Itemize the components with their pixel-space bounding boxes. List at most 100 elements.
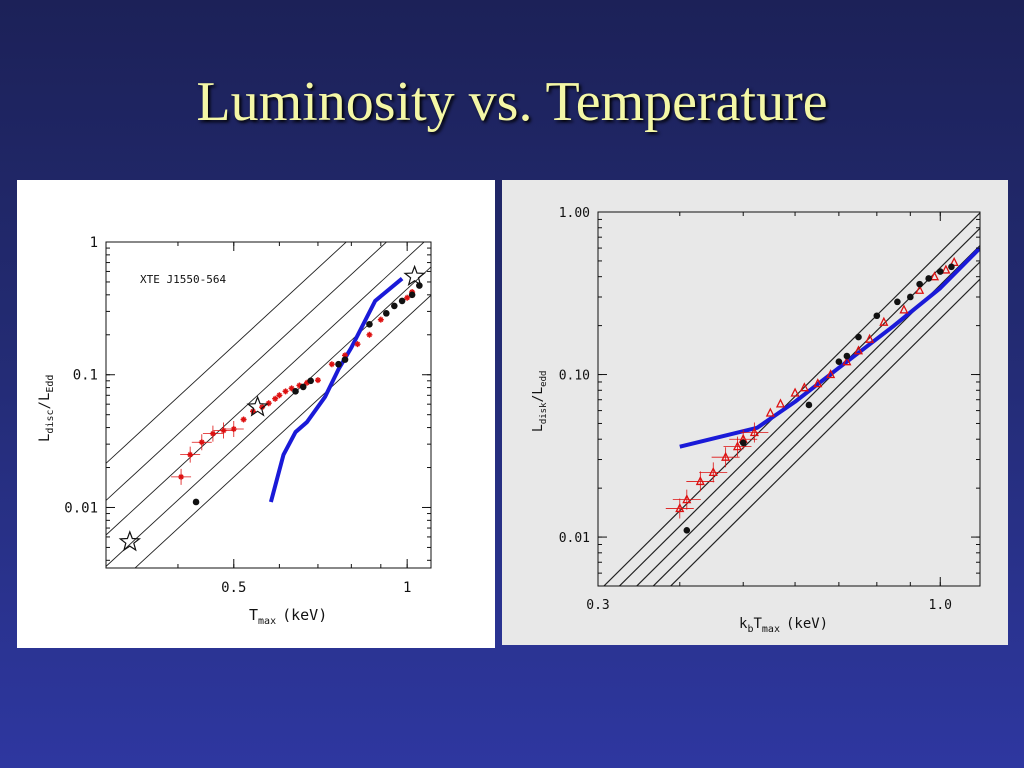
data-point bbox=[907, 293, 914, 301]
data-point bbox=[299, 383, 307, 391]
right-y-axis-label: Ldisk/Ledd bbox=[531, 371, 549, 432]
data-point bbox=[335, 360, 342, 368]
data-point bbox=[936, 268, 944, 275]
data-point bbox=[404, 294, 411, 301]
reference-line bbox=[106, 266, 431, 567]
reference-line bbox=[603, 212, 980, 586]
data-point bbox=[916, 280, 923, 288]
data-point bbox=[342, 352, 349, 359]
error-bar bbox=[672, 489, 701, 510]
data-point bbox=[292, 388, 299, 395]
reference-line bbox=[669, 278, 980, 586]
y-tick-label: 0.01 bbox=[64, 500, 98, 516]
open-star-marker bbox=[403, 264, 426, 287]
left-y-axis-label: Ldisc/LEdd bbox=[37, 375, 56, 442]
left-chart: 0.5 1 0.01 0.1 1 XTE J1550-564 Tmax (keV) Ldi… bbox=[37, 235, 432, 627]
data-point bbox=[307, 377, 314, 385]
data-point bbox=[899, 304, 909, 314]
reference-line bbox=[134, 294, 431, 568]
model-curve bbox=[679, 246, 980, 449]
data-point bbox=[288, 385, 295, 392]
data-point bbox=[843, 352, 851, 360]
data-point bbox=[799, 382, 809, 392]
data-point bbox=[853, 345, 864, 355]
error-bar bbox=[171, 468, 192, 485]
data-point bbox=[341, 356, 349, 363]
error-bar bbox=[223, 421, 244, 438]
left-chart-panel: 0.5 1 0.01 0.1 1 XTE J1550-564 Tmax (keV) Ldi… bbox=[17, 180, 495, 648]
data-point bbox=[416, 282, 423, 289]
data-point bbox=[391, 302, 398, 310]
data-point bbox=[683, 527, 691, 534]
error-bar bbox=[740, 422, 769, 443]
data-point bbox=[354, 341, 361, 348]
left-plot-area: 0.5 1 0.01 0.1 1 bbox=[64, 235, 432, 596]
data-point bbox=[915, 284, 925, 294]
open-star-marker bbox=[246, 395, 269, 417]
error-bar bbox=[686, 471, 715, 492]
y-tick-label: 1 bbox=[90, 235, 98, 251]
data-point bbox=[328, 361, 335, 368]
data-point bbox=[805, 401, 813, 409]
data-point bbox=[775, 398, 786, 408]
error-bar bbox=[213, 422, 234, 439]
data-point bbox=[383, 310, 390, 317]
slide-title: Luminosity vs. Temperature bbox=[196, 71, 828, 133]
data-point bbox=[865, 333, 875, 343]
data-point bbox=[813, 378, 823, 388]
x-tick-label: 0.5 bbox=[221, 580, 246, 596]
data-point bbox=[790, 387, 800, 397]
data-point bbox=[894, 298, 901, 306]
data-point bbox=[272, 395, 279, 402]
error-bar bbox=[699, 462, 728, 483]
error-bar bbox=[711, 447, 740, 468]
y-tick-label: 1.00 bbox=[559, 206, 590, 221]
error-bar bbox=[180, 446, 201, 463]
data-point bbox=[842, 356, 852, 366]
right-plot-frame bbox=[597, 211, 981, 587]
data-point bbox=[739, 439, 747, 447]
x-tick-label: 1.0 bbox=[929, 598, 952, 613]
error-bar bbox=[723, 436, 752, 457]
right-chart: 0.3 1.0 0.01 0.10 1.00 kbTmax (keV) Ldisk/Led… bbox=[531, 206, 981, 635]
data-point bbox=[192, 498, 200, 506]
error-bar bbox=[202, 425, 223, 442]
y-tick-label: 0.01 bbox=[559, 531, 590, 546]
model-curve bbox=[268, 277, 404, 503]
data-point bbox=[265, 400, 272, 407]
y-tick-label: 0.1 bbox=[73, 368, 98, 384]
data-point bbox=[259, 404, 266, 411]
data-point bbox=[377, 316, 384, 323]
right-x-axis-label: kbTmax (keV) bbox=[739, 616, 828, 635]
data-point bbox=[835, 358, 843, 365]
data-point bbox=[855, 333, 862, 341]
right-chart-panel: 0.3 1.0 0.01 0.10 1.00 kbTmax (keV) Ldisk/Led… bbox=[502, 180, 1008, 645]
data-point bbox=[765, 407, 775, 417]
data-point bbox=[240, 416, 247, 423]
data-point bbox=[366, 320, 373, 328]
reference-line bbox=[106, 242, 425, 536]
left-x-axis-label: Tmax (keV) bbox=[249, 606, 327, 627]
x-tick-label: 0.3 bbox=[586, 598, 609, 613]
data-point bbox=[929, 271, 940, 281]
right-plot-area: 0.3 1.0 0.01 0.10 1.00 bbox=[559, 206, 981, 613]
data-point bbox=[276, 392, 283, 399]
y-tick-label: 0.10 bbox=[559, 369, 590, 384]
reference-line bbox=[106, 242, 347, 464]
data-point bbox=[941, 264, 951, 274]
x-tick-label: 1 bbox=[403, 580, 411, 596]
data-point bbox=[296, 382, 303, 389]
error-bar bbox=[191, 434, 212, 451]
data-point bbox=[303, 379, 310, 386]
data-point bbox=[366, 331, 373, 338]
error-bar bbox=[665, 498, 694, 519]
data-point bbox=[282, 388, 289, 395]
reference-line bbox=[106, 242, 388, 501]
left-plot-frame bbox=[105, 241, 432, 569]
reference-line bbox=[652, 261, 980, 586]
data-point bbox=[873, 312, 881, 320]
data-point bbox=[408, 291, 416, 299]
data-point bbox=[925, 275, 932, 282]
data-point bbox=[398, 297, 406, 305]
data-point bbox=[948, 263, 955, 271]
